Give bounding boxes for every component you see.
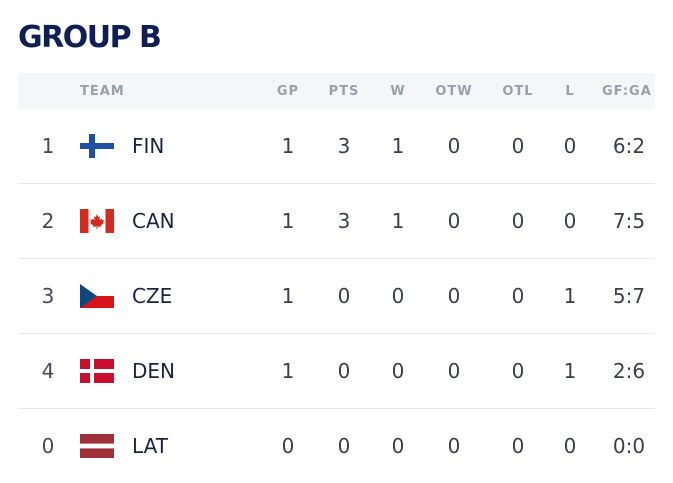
otw-value: 0	[447, 209, 461, 233]
gp-value: 1	[281, 284, 295, 308]
header-team[interactable]: TEAM	[80, 83, 125, 99]
pts-value: 3	[337, 209, 351, 233]
table-row[interactable]: 1 FIN 1 3 1 0 0 0 6:2	[18, 109, 655, 184]
otl-value: 0	[511, 359, 525, 383]
pts-value: 0	[337, 359, 351, 383]
otw-value: 0	[447, 359, 461, 383]
team-name[interactable]: DEN	[132, 359, 175, 383]
team-name[interactable]: LAT	[132, 434, 168, 458]
w-value: 0	[391, 284, 405, 308]
table-row[interactable]: 3 CZE 1 0 0 0 0 1 5:7	[18, 259, 655, 334]
w-value: 1	[391, 209, 405, 233]
table-header: TEAM GP PTS W OTW OTL L GF:GA	[18, 73, 655, 109]
gp-value: 1	[281, 134, 295, 158]
w-value: 0	[391, 359, 405, 383]
otw-value: 0	[447, 434, 461, 458]
otw-value: 0	[447, 134, 461, 158]
l-value: 1	[563, 284, 577, 308]
table-row[interactable]: 2 CAN 1 3 1 0 0 0 7:5	[18, 184, 655, 259]
l-value: 1	[563, 359, 577, 383]
team-name[interactable]: FIN	[132, 134, 165, 158]
group-title: GROUP B	[18, 20, 162, 55]
gfga-value: 5:7	[612, 284, 646, 308]
header-gp[interactable]: GP	[276, 83, 300, 99]
rank: 4	[41, 359, 55, 383]
gfga-value: 2:6	[612, 359, 646, 383]
header-gfga[interactable]: GF:GA	[602, 83, 652, 99]
header-w[interactable]: W	[390, 83, 406, 99]
otw-value: 0	[447, 284, 461, 308]
rank: 0	[41, 434, 55, 458]
pts-value: 0	[337, 284, 351, 308]
canada-flag-icon	[80, 184, 114, 258]
rank: 1	[41, 134, 55, 158]
l-value: 0	[563, 209, 577, 233]
team-name[interactable]: CAN	[132, 209, 175, 233]
standings-table: TEAM GP PTS W OTW OTL L GF:GA 1 FIN 1 3 …	[18, 73, 655, 483]
table-row[interactable]: 4 DEN 1 0 0 0 0 1 2:6	[18, 334, 655, 409]
header-otw[interactable]: OTW	[435, 83, 473, 99]
w-value: 0	[391, 434, 405, 458]
pts-value: 3	[337, 134, 351, 158]
l-value: 0	[563, 434, 577, 458]
header-pts[interactable]: PTS	[328, 83, 360, 99]
denmark-flag-icon	[80, 334, 114, 408]
gp-value: 0	[281, 434, 295, 458]
pts-value: 0	[337, 434, 351, 458]
otl-value: 0	[511, 434, 525, 458]
header-otl[interactable]: OTL	[502, 83, 534, 99]
latvia-flag-icon	[80, 409, 114, 483]
czech-flag-icon	[80, 259, 114, 333]
gp-value: 1	[281, 209, 295, 233]
gfga-value: 6:2	[612, 134, 646, 158]
finland-flag-icon	[80, 109, 114, 183]
gfga-value: 0:0	[612, 434, 646, 458]
gp-value: 1	[281, 359, 295, 383]
gfga-value: 7:5	[612, 209, 646, 233]
otl-value: 0	[511, 209, 525, 233]
otl-value: 0	[511, 284, 525, 308]
team-name[interactable]: CZE	[132, 284, 173, 308]
header-l[interactable]: L	[565, 83, 575, 99]
rank: 3	[41, 284, 55, 308]
l-value: 0	[563, 134, 577, 158]
w-value: 1	[391, 134, 405, 158]
rank: 2	[41, 209, 55, 233]
table-row[interactable]: 0 LAT 0 0 0 0 0 0 0:0	[18, 409, 655, 483]
otl-value: 0	[511, 134, 525, 158]
